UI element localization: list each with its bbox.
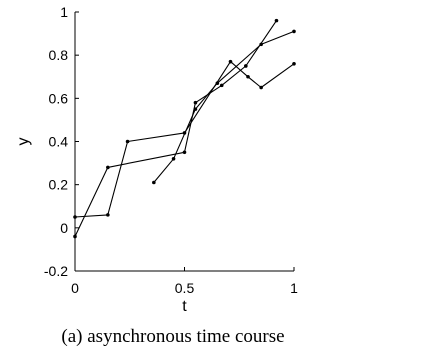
series-line xyxy=(74,20,277,237)
y-tick-label: -0.2 xyxy=(44,263,68,279)
figure-caption: (a) asynchronous time course xyxy=(61,326,285,347)
series-2 xyxy=(73,59,296,219)
series-3 xyxy=(152,29,296,185)
y-axis-label: y xyxy=(15,138,32,146)
series-line xyxy=(74,61,295,218)
y-tick-label: 0.6 xyxy=(49,90,69,106)
x-tick-label: 0 xyxy=(71,280,79,296)
axes xyxy=(74,12,294,272)
y-tick-label: 0 xyxy=(60,220,68,236)
data-point xyxy=(106,213,110,217)
data-point xyxy=(219,83,224,88)
data-point xyxy=(152,180,156,185)
series-1 xyxy=(73,18,279,239)
x-axis-label: t xyxy=(182,298,187,315)
data-point xyxy=(193,100,198,105)
data-point xyxy=(73,215,77,219)
data-point xyxy=(228,59,233,64)
data-point xyxy=(259,85,263,90)
data-point xyxy=(292,29,296,34)
y-tick-label: 0.8 xyxy=(49,47,69,63)
x-tick-label: 0.5 xyxy=(175,280,195,296)
data-point xyxy=(244,64,248,68)
y-tick-label: 1 xyxy=(60,4,68,20)
data-point xyxy=(182,150,187,155)
data-point xyxy=(215,81,220,86)
series-line xyxy=(153,30,295,183)
y-tick-label: 0.2 xyxy=(49,177,69,193)
data-point xyxy=(246,74,250,79)
data-point xyxy=(193,107,198,111)
data-point xyxy=(292,62,296,66)
data-point xyxy=(73,234,77,239)
data-point xyxy=(274,18,279,23)
data-point xyxy=(125,139,130,144)
ticks: 0 0.5 1-0.200.20.40.60.81 xyxy=(44,4,298,296)
x-tick-label: 1 xyxy=(290,280,298,296)
y-tick-label: 0.4 xyxy=(49,134,69,150)
data-point xyxy=(171,156,176,161)
series-layer xyxy=(73,18,296,239)
data-point xyxy=(259,42,263,47)
data-point xyxy=(106,165,110,170)
